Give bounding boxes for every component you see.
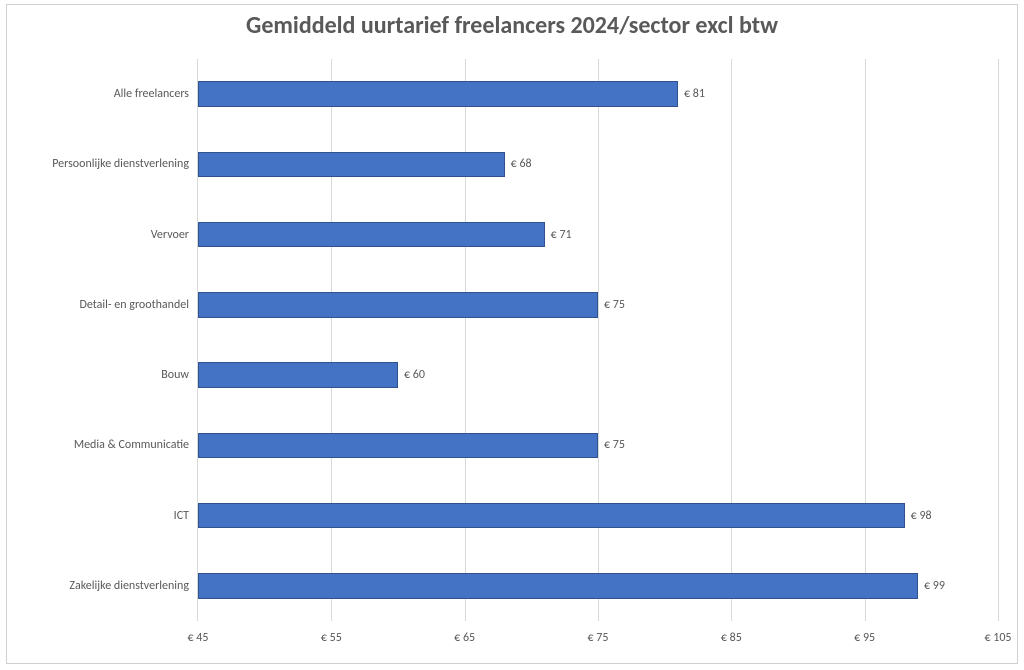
x-tick-label: € 105 (984, 631, 1011, 645)
x-tick-label: € 45 (188, 631, 209, 645)
x-tick-label: € 85 (721, 631, 742, 645)
bar-value-label: € 75 (604, 438, 625, 452)
chart-container: Gemiddeld uurtarief freelancers 2024/sec… (6, 4, 1018, 664)
y-category-label: ICT (174, 509, 189, 523)
bar (198, 362, 398, 387)
y-category-label: Bouw (161, 368, 189, 382)
y-category-label: Alle freelancers (114, 87, 189, 101)
bar (198, 292, 598, 317)
bar-value-label: € 99 (924, 579, 945, 593)
x-tick-label: € 95 (854, 631, 875, 645)
bar-value-label: € 71 (551, 228, 572, 242)
bar-value-label: € 75 (604, 298, 625, 312)
bar-value-label: € 81 (684, 87, 705, 101)
bar (198, 222, 545, 247)
bar (198, 433, 598, 458)
gridline (598, 59, 599, 621)
gridline (465, 59, 466, 621)
gridline (865, 59, 866, 621)
bar-value-label: € 98 (911, 509, 932, 523)
x-tick-label: € 75 (588, 631, 609, 645)
y-axis-labels: Alle freelancers Persoonlijke dienstverle… (7, 59, 197, 621)
y-category-label: Detail- en groothandel (80, 298, 190, 312)
x-tick-label: € 65 (454, 631, 475, 645)
bar-value-label: € 68 (511, 157, 532, 171)
gridline (998, 59, 999, 621)
bar (198, 152, 505, 177)
y-category-label: Media & Communicatie (74, 438, 189, 452)
gridline (331, 59, 332, 621)
gridline (731, 59, 732, 621)
bar (198, 503, 905, 528)
y-category-label: Persoonlijke dienstverlening (52, 157, 189, 171)
bar (198, 573, 918, 598)
bar-value-label: € 60 (404, 368, 425, 382)
chart-title: Gemiddeld uurtarief freelancers 2024/sec… (7, 5, 1017, 42)
x-tick-label: € 55 (321, 631, 342, 645)
y-category-label: Zakelijke dienstverlening (69, 579, 189, 593)
bar (198, 81, 678, 106)
y-category-label: Vervoer (151, 228, 189, 242)
plot-area: € 45€ 55€ 65€ 75€ 85€ 95€ 105€ 81€ 68€ 7… (197, 59, 997, 621)
